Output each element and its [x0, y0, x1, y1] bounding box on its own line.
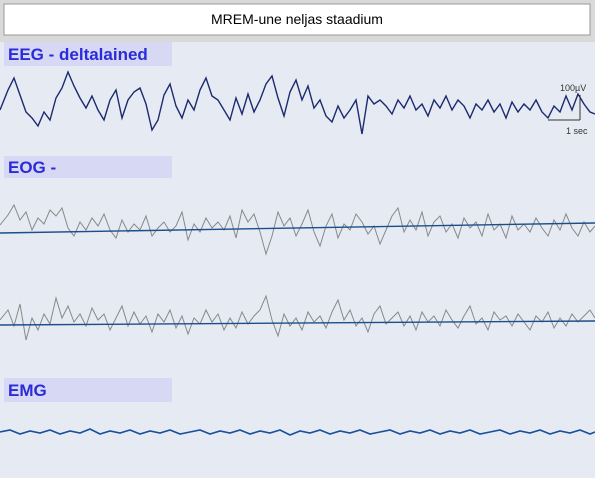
label-box [4, 42, 172, 66]
amplitude-scale: 100µV [560, 83, 586, 93]
label-box [4, 378, 172, 402]
eog-trace [0, 294, 595, 341]
eog-trace [0, 203, 595, 256]
label-box [4, 156, 172, 178]
eeg-trace [0, 70, 595, 135]
time-scale: 1 sec [566, 126, 588, 136]
channel-label: EOG - [8, 158, 56, 177]
eog-baseline [0, 222, 595, 234]
emg-trace [0, 428, 595, 436]
channel-label: EEG - deltalained [8, 45, 148, 64]
eog-baseline [0, 320, 595, 326]
title: MREM-une neljas staadium [211, 11, 383, 27]
scale-bar [548, 95, 581, 121]
channel-label: EMG [8, 381, 47, 400]
title-box [3, 3, 591, 36]
